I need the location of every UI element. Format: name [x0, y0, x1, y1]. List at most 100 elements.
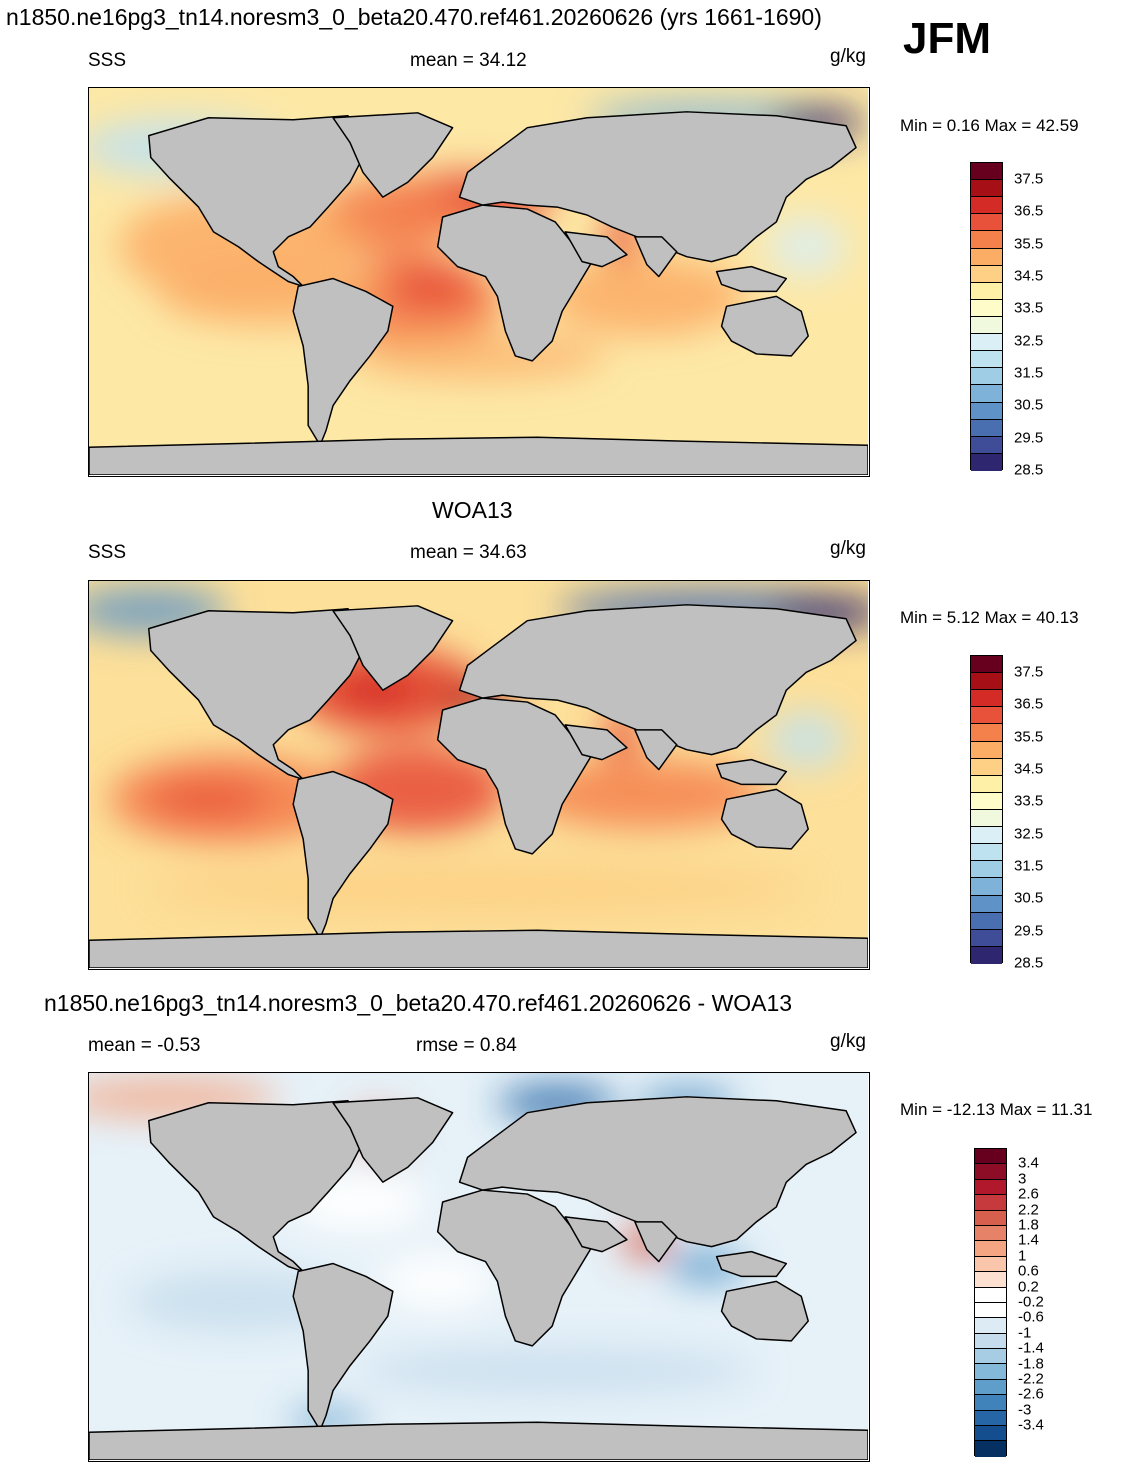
colorbar-swatch — [971, 265, 1002, 283]
panel3-subtitle: n1850.ne16pg3_tn14.noresm3_0_beta20.470.… — [44, 990, 793, 1016]
colorbar-tick-label: -2.6 — [1018, 1385, 1044, 1403]
colorbar-swatch — [971, 214, 1002, 232]
colorbar-swatch — [971, 180, 1002, 198]
colorbar-tick-label: 2.2 — [1018, 1201, 1039, 1219]
colorbar-tick-label: 32.5 — [1014, 825, 1044, 843]
map-canvas — [89, 88, 868, 475]
colorbar-swatch — [971, 827, 1002, 845]
colorbar-tick-label: 33.5 — [1014, 299, 1044, 317]
season-label: JFM — [903, 14, 991, 63]
colorbar-swatch — [975, 1364, 1006, 1380]
colorbar-tick-label: 0.6 — [1018, 1262, 1039, 1280]
colorbar-swatch — [971, 282, 1002, 300]
colorbar-tick-label: 34.5 — [1014, 267, 1044, 285]
panel3-minmax: Min = -12.13 Max = 11.31 — [900, 1100, 1093, 1119]
colorbar-swatch — [971, 844, 1002, 862]
colorbar-swatch — [975, 1149, 1006, 1165]
colorbar-tick-label: 28.5 — [1014, 954, 1044, 972]
land-mass — [332, 112, 454, 198]
colorbar-tick-label: 37.5 — [1014, 663, 1044, 681]
panel3-units: g/kg — [830, 1031, 866, 1052]
colorbar-swatch — [975, 1272, 1006, 1288]
field-anomaly — [547, 256, 747, 337]
colorbar-swatch — [971, 809, 1002, 828]
colorbar-swatch — [971, 163, 1002, 181]
colorbar-tick-label: -2.2 — [1018, 1370, 1044, 1388]
land-mass — [292, 1262, 394, 1431]
colorbar-tick-label: 29.5 — [1014, 922, 1044, 940]
colorbar-swatch — [975, 1241, 1006, 1257]
colorbar-swatch — [971, 368, 1002, 386]
colorbar-swatches — [970, 655, 1003, 964]
colorbar-tick-label: 30.5 — [1014, 889, 1044, 907]
colorbar-tick-label: 36.5 — [1014, 695, 1044, 713]
colorbar-swatch — [975, 1333, 1006, 1350]
colorbar-swatch — [975, 1426, 1006, 1442]
land-mass — [292, 277, 394, 446]
land-mass — [720, 295, 809, 357]
panel2-units: g/kg — [830, 538, 866, 559]
colorbar-swatch — [971, 436, 1002, 454]
land-mass — [715, 1250, 788, 1278]
panel3-map — [88, 1072, 870, 1462]
colorbar-tick-label: -0.6 — [1018, 1308, 1044, 1326]
land-mass — [292, 770, 394, 939]
land-mass — [458, 1096, 857, 1248]
land-mass — [564, 231, 628, 268]
land-mass — [89, 436, 868, 475]
colorbar-swatch — [971, 878, 1002, 896]
colorbar-swatch — [971, 946, 1002, 964]
colorbar-swatch — [975, 1410, 1006, 1427]
colorbar-tick-label: 3.4 — [1018, 1154, 1039, 1172]
colorbar-tick-label: 30.5 — [1014, 396, 1044, 414]
land-mass — [436, 697, 593, 855]
colorbar-swatches — [974, 1148, 1007, 1457]
colorbar-tick-label: 36.5 — [1014, 202, 1044, 220]
field-anomaly — [387, 261, 478, 312]
panel1-mean-label: mean = 34.12 — [410, 50, 527, 71]
panel2-mean-label: mean = 34.63 — [410, 542, 527, 563]
colorbar-tick-label: 28.5 — [1014, 461, 1044, 479]
land-mass — [458, 604, 857, 756]
colorbar-swatch — [971, 792, 1002, 810]
panel1-minmax: Min = 0.16 Max = 42.59 — [900, 116, 1079, 135]
colorbar-swatch — [971, 248, 1002, 266]
panel3-rmse-label: rmse = 0.84 — [416, 1035, 517, 1056]
colorbar-tick-label: -1.8 — [1018, 1355, 1044, 1373]
land-mass — [634, 236, 678, 278]
colorbar-swatch — [975, 1349, 1006, 1365]
panel1-left-label: SSS — [88, 50, 127, 71]
colorbar-tick-label: 1.4 — [1018, 1231, 1039, 1249]
colorbar-swatch — [971, 690, 1002, 708]
figure-title: n1850.ne16pg3_tn14.noresm3_0_beta20.470.… — [6, 4, 822, 30]
field-anomaly — [527, 759, 767, 830]
land-mass — [634, 1221, 678, 1263]
land-mass — [720, 788, 809, 850]
field-anomaly — [348, 331, 608, 381]
map-canvas — [89, 1073, 868, 1460]
panel2-subtitle: WOA13 — [432, 497, 513, 523]
field-anomaly — [128, 1271, 349, 1331]
field-anomaly — [357, 1345, 757, 1396]
colorbar-swatch — [975, 1302, 1006, 1319]
panel2-map — [88, 580, 870, 970]
colorbar-tick-label: 34.5 — [1014, 760, 1044, 778]
field-anomaly — [148, 858, 807, 919]
colorbar-tick-label: 0.2 — [1018, 1278, 1039, 1296]
colorbar-swatch — [971, 912, 1002, 930]
colorbar-swatch — [971, 724, 1002, 742]
panel2-left-label: SSS — [88, 542, 127, 563]
colorbar-tick-label: -0.2 — [1018, 1293, 1044, 1311]
colorbar-swatch — [971, 351, 1002, 369]
panel1-map — [88, 87, 870, 477]
colorbar-tick-label: 35.5 — [1014, 235, 1044, 253]
colorbar-tick-label: 33.5 — [1014, 792, 1044, 810]
colorbar-tick-label: 1.8 — [1018, 1216, 1039, 1234]
colorbar-swatch — [975, 1287, 1006, 1303]
colorbar-swatch — [975, 1210, 1006, 1226]
land-mass — [564, 1216, 628, 1253]
colorbar-swatch — [971, 861, 1002, 879]
field-anomaly — [766, 217, 847, 277]
land-mass — [332, 605, 454, 691]
land-mass — [89, 929, 868, 968]
